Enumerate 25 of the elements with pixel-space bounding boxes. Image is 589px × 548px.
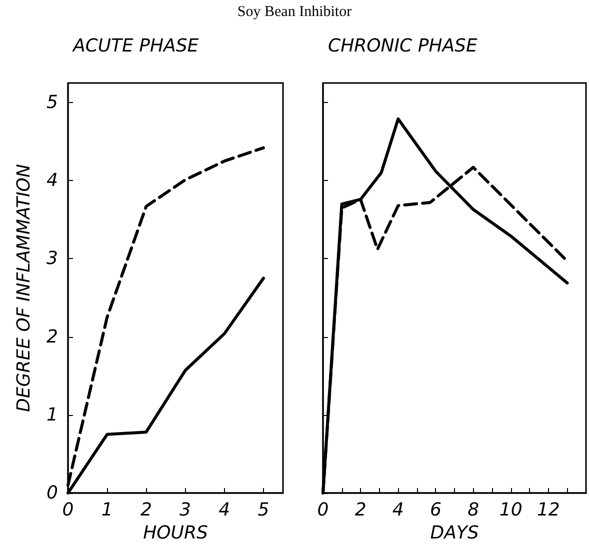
x-tick-label: 0 — [62, 500, 74, 520]
x-axis-title: HOURS — [143, 522, 208, 544]
x-tick-label: 2 — [354, 500, 366, 520]
y-tick-label: 2 — [46, 326, 58, 348]
x-tick-label: 12 — [536, 500, 560, 520]
x-tick-label: 4 — [218, 500, 230, 520]
y-axis-title: DEGREE OF INFLAMMATION — [14, 164, 34, 412]
y-tick-label: 4 — [46, 170, 58, 192]
x-tick-label: 0 — [317, 500, 329, 520]
x-tick-label: 3 — [180, 500, 191, 520]
x-tick-label: 10 — [499, 500, 522, 520]
x-tick-label: 8 — [468, 500, 480, 520]
y-tick-label: 5 — [46, 92, 58, 114]
x-tick-label: 6 — [430, 500, 442, 520]
x-tick-label: 4 — [392, 500, 404, 520]
y-tick-label: 3 — [46, 248, 58, 270]
text: Soy Bean Inhibitor — [236, 4, 353, 21]
x-tick-label: 2 — [140, 500, 152, 520]
chart-title: ACUTE PHASE — [72, 36, 200, 56]
y-tick-label: 1 — [46, 404, 58, 426]
y-tick-label: 0 — [46, 482, 58, 504]
x-tick-label: 5 — [258, 500, 270, 520]
x-axis-title: DAYS — [430, 522, 479, 544]
x-tick-label: 1 — [101, 500, 113, 520]
chart-title: CHRONIC PHASE — [328, 36, 478, 56]
